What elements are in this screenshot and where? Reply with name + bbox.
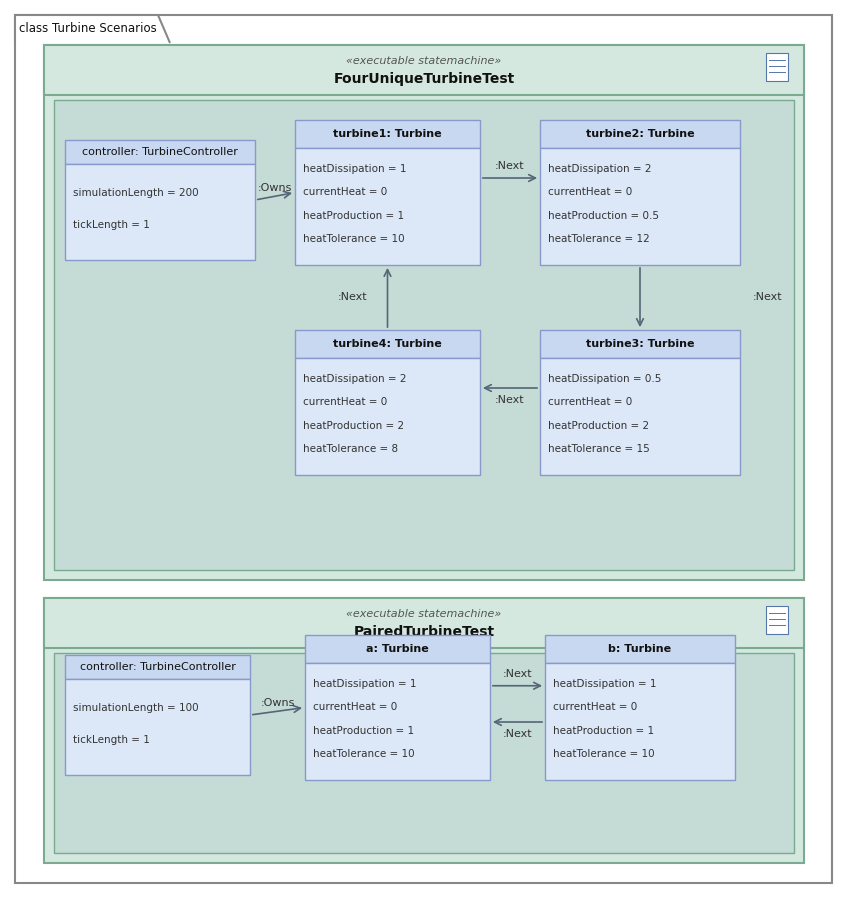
Bar xyxy=(44,598,804,648)
Text: heatProduction = 1: heatProduction = 1 xyxy=(553,726,654,735)
Text: :Owns: :Owns xyxy=(260,698,295,708)
Text: turbine4: Turbine: turbine4: Turbine xyxy=(333,339,442,349)
Bar xyxy=(295,120,480,148)
Text: turbine3: Turbine: turbine3: Turbine xyxy=(586,339,695,349)
Text: tickLength = 1: tickLength = 1 xyxy=(73,735,150,744)
Text: :Next: :Next xyxy=(753,293,783,303)
Text: currentHeat = 0: currentHeat = 0 xyxy=(303,398,387,408)
Text: :Next: :Next xyxy=(495,161,525,171)
Text: controller: TurbineController: controller: TurbineController xyxy=(82,147,238,157)
Text: currentHeat = 0: currentHeat = 0 xyxy=(553,702,637,712)
Text: heatTolerance = 10: heatTolerance = 10 xyxy=(303,234,405,244)
Bar xyxy=(44,45,804,580)
Text: heatDissipation = 2: heatDissipation = 2 xyxy=(303,374,407,384)
Text: controller: TurbineController: controller: TurbineController xyxy=(80,662,235,672)
Bar xyxy=(540,120,740,148)
Text: heatDissipation = 2: heatDissipation = 2 xyxy=(548,164,651,174)
Text: «executable statemachine»: «executable statemachine» xyxy=(346,56,501,66)
Polygon shape xyxy=(15,15,170,43)
Text: heatTolerance = 8: heatTolerance = 8 xyxy=(303,445,398,454)
Text: currentHeat = 0: currentHeat = 0 xyxy=(303,188,387,198)
Text: turbine2: Turbine: turbine2: Turbine xyxy=(585,129,695,139)
Bar xyxy=(295,330,480,358)
Bar xyxy=(545,663,735,780)
Bar xyxy=(44,45,804,95)
Bar xyxy=(295,358,480,475)
Text: turbine1: Turbine: turbine1: Turbine xyxy=(333,129,442,139)
Text: heatProduction = 0.5: heatProduction = 0.5 xyxy=(548,211,659,221)
Bar xyxy=(65,655,250,679)
Text: a: Turbine: a: Turbine xyxy=(366,644,429,654)
Text: :Next: :Next xyxy=(338,293,368,303)
Bar xyxy=(545,635,735,663)
Text: heatDissipation = 1: heatDissipation = 1 xyxy=(553,679,656,689)
Bar xyxy=(295,148,480,265)
Text: heatTolerance = 10: heatTolerance = 10 xyxy=(313,749,415,760)
Text: heatProduction = 1: heatProduction = 1 xyxy=(313,726,414,735)
Text: heatDissipation = 1: heatDissipation = 1 xyxy=(303,164,407,174)
Bar xyxy=(44,598,804,863)
Bar xyxy=(766,606,788,634)
Text: heatProduction = 1: heatProduction = 1 xyxy=(303,211,404,221)
Text: simulationLength = 200: simulationLength = 200 xyxy=(73,188,199,198)
Text: :Next: :Next xyxy=(502,729,532,739)
Bar xyxy=(54,100,794,570)
Text: currentHeat = 0: currentHeat = 0 xyxy=(548,188,632,198)
Bar xyxy=(65,164,255,260)
Bar xyxy=(305,663,490,780)
Text: heatTolerance = 10: heatTolerance = 10 xyxy=(553,749,655,760)
Text: :Next: :Next xyxy=(502,669,532,679)
Text: simulationLength = 100: simulationLength = 100 xyxy=(73,703,199,713)
Text: currentHeat = 0: currentHeat = 0 xyxy=(313,702,397,712)
Text: heatProduction = 2: heatProduction = 2 xyxy=(303,421,404,431)
Text: «executable statemachine»: «executable statemachine» xyxy=(346,609,501,619)
Bar xyxy=(54,653,794,853)
Text: heatTolerance = 15: heatTolerance = 15 xyxy=(548,445,650,454)
Bar xyxy=(540,330,740,358)
Text: heatTolerance = 12: heatTolerance = 12 xyxy=(548,234,650,244)
Text: heatDissipation = 1: heatDissipation = 1 xyxy=(313,679,417,689)
Bar xyxy=(766,53,788,81)
Text: b: Turbine: b: Turbine xyxy=(608,644,672,654)
Text: PairedTurbineTest: PairedTurbineTest xyxy=(353,625,495,639)
Text: class Turbine Scenarios: class Turbine Scenarios xyxy=(19,22,157,36)
Text: heatDissipation = 0.5: heatDissipation = 0.5 xyxy=(548,374,662,384)
Bar xyxy=(65,140,255,164)
Bar xyxy=(540,358,740,475)
Text: :Next: :Next xyxy=(495,395,525,405)
Bar xyxy=(305,635,490,663)
Text: currentHeat = 0: currentHeat = 0 xyxy=(548,398,632,408)
Text: FourUniqueTurbineTest: FourUniqueTurbineTest xyxy=(334,72,515,86)
Bar xyxy=(540,148,740,265)
Text: heatProduction = 2: heatProduction = 2 xyxy=(548,421,649,431)
Text: tickLength = 1: tickLength = 1 xyxy=(73,220,150,230)
Text: :Owns: :Owns xyxy=(257,183,292,193)
Bar xyxy=(65,679,250,775)
